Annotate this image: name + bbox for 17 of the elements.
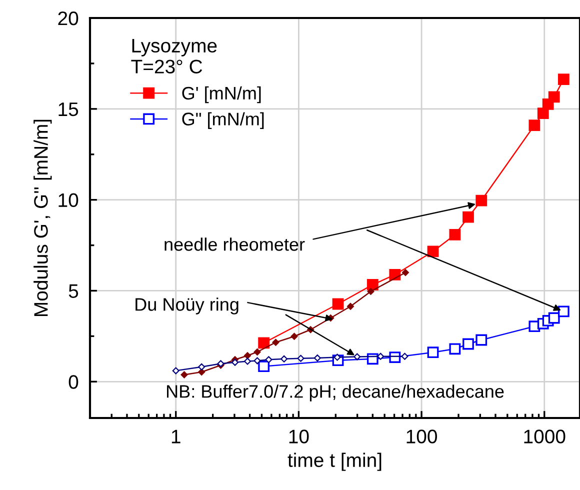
x-axis-title: time t [min]: [288, 452, 382, 471]
y-tick-label: 5: [68, 284, 78, 298]
y-tick-label: 15: [58, 102, 78, 116]
legend-label: G' [mN/m]: [182, 86, 261, 104]
y-tick-label: 10: [58, 193, 78, 208]
annotation: needle rheometer: [164, 238, 305, 251]
x-tick-label: 10: [289, 430, 309, 444]
annotation: Du Noüy ring: [136, 298, 238, 314]
y-axis-title: Modulus G', G'' [mN/m]: [34, 120, 52, 316]
y-tick-label: 20: [58, 11, 78, 26]
x-tick-label: 1000: [524, 430, 566, 444]
x-tick-label: 1: [172, 430, 180, 444]
legend-title: Lysozyme T=23° C: [131, 38, 217, 74]
y-tick-label: 0: [68, 375, 78, 389]
x-tick-label: 100: [406, 430, 437, 444]
annotation: NB: Buffer7.0/7.2 pH; decane/hexadecane: [167, 384, 504, 402]
legend-label: G" [mN/m]: [182, 112, 264, 130]
